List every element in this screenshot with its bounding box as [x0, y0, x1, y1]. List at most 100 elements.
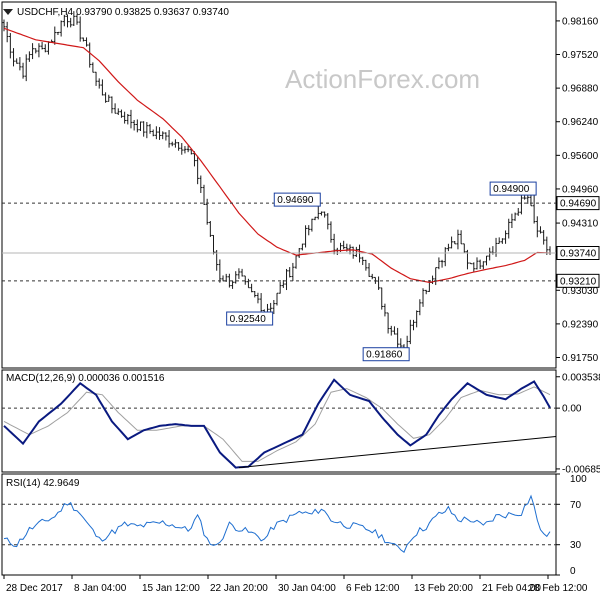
macd-frame: [1, 369, 557, 473]
level-axis-text: 0.93210: [560, 276, 597, 287]
price-bar: [320, 211, 323, 216]
price-bar: [126, 113, 130, 125]
price-bar: [294, 255, 298, 269]
annotation-0.94690: 0.94690: [273, 192, 321, 207]
price-bar: [56, 31, 60, 36]
price-bar: [523, 195, 527, 200]
price-bar: [129, 109, 133, 129]
rsi-y-tick-label: 0: [570, 566, 576, 577]
price-bar: [132, 119, 136, 131]
price-y-tick-label: 0.92390: [562, 319, 599, 330]
price-bar: [281, 280, 285, 288]
price-bar: [456, 229, 460, 250]
price-bar: [358, 244, 361, 263]
price-bar: [545, 236, 549, 255]
price-bar: [516, 207, 520, 216]
price-bar: [408, 319, 412, 345]
price-bar: [510, 213, 514, 229]
watermark: ActionForex.com: [285, 64, 480, 94]
price-bar: [66, 14, 69, 28]
price-bar: [177, 141, 180, 151]
price-bar: [288, 267, 292, 278]
x-tick-label: 6 Feb 12:00: [346, 583, 400, 594]
price-bar: [101, 79, 104, 96]
price-bar: [148, 123, 152, 134]
price-bar: [504, 230, 507, 244]
price-bar: [300, 243, 304, 251]
price-bar: [31, 43, 34, 60]
price-bar: [418, 299, 422, 316]
price-bar: [135, 119, 139, 133]
price-bar: [342, 240, 346, 250]
price-bar: [199, 175, 203, 193]
price-bar: [542, 230, 546, 245]
price-bar: [253, 291, 257, 298]
annotation-label: 0.94900: [493, 184, 530, 195]
annotation-0.91860: 0.91860: [362, 347, 410, 362]
price-bar: [447, 243, 450, 252]
annotation-0.94900: 0.94900: [489, 181, 537, 196]
price-bar: [361, 256, 365, 266]
header-symbol: USDCHF,H4: [17, 7, 74, 18]
price-bar: [81, 37, 85, 42]
dropdown-triangle-icon: [3, 9, 13, 15]
price-bar: [389, 325, 393, 336]
price-bar: [310, 218, 314, 232]
price-bar: [120, 109, 123, 118]
price-bar: [399, 338, 403, 348]
price-bar: [377, 276, 380, 290]
price-bar: [370, 273, 374, 280]
price-bar: [85, 37, 88, 47]
price-bar: [174, 139, 177, 148]
price-bar: [386, 312, 390, 334]
annotation-label: 0.94690: [277, 195, 314, 206]
rsi-title: RSI(14) 42.9649: [6, 478, 80, 489]
macd-panel: MACD(12,26,9) 0.000036 0.001516: [2, 373, 557, 469]
price-bar: [94, 71, 98, 86]
price-bar: [462, 243, 466, 253]
header-ohlc: 0.93790 0.93825 0.93637 0.93740: [76, 7, 229, 18]
price-bar: [69, 17, 73, 28]
price-bar: [186, 145, 190, 153]
price-bar: [8, 33, 12, 59]
price-bar: [21, 62, 25, 79]
macd-y-tick-label: 0.003538: [562, 372, 600, 383]
price-y-tick-label: 0.93030: [562, 286, 599, 297]
level-axis-text: 0.94690: [560, 199, 597, 210]
annotation-label: 0.91860: [366, 350, 403, 361]
price-bar: [183, 146, 187, 154]
rsi-frame: [1, 473, 557, 576]
rsi-y-tick-label: 30: [570, 540, 582, 551]
price-bar: [107, 94, 111, 102]
price-bar: [97, 78, 101, 89]
price-bar: [72, 11, 76, 27]
price-bar: [250, 283, 254, 293]
price-bar: [520, 192, 523, 215]
price-bar: [291, 262, 295, 282]
x-tick-label: 28 Dec 2017: [6, 583, 63, 594]
price-y-tick-label: 0.97520: [562, 50, 599, 61]
price-y-tick-label: 0.91750: [562, 353, 599, 364]
price-bar: [208, 220, 212, 237]
price-bar: [2, 19, 6, 32]
price-bar: [535, 216, 539, 238]
price-bar: [196, 155, 200, 185]
price-bar: [329, 221, 333, 243]
price-bar: [212, 234, 215, 255]
macd-title: MACD(12,26,9) 0.000036 0.001516: [6, 373, 165, 384]
price-bar: [240, 268, 244, 277]
rsi-line: [3, 494, 551, 553]
price-bar: [164, 132, 168, 141]
price-bar: [193, 151, 196, 167]
price-bar: [539, 226, 542, 234]
price-bar: [364, 259, 368, 271]
price-bar: [154, 126, 158, 140]
price-bar: [278, 281, 282, 294]
price-y-tick-label: 0.96880: [562, 84, 599, 95]
rsi-y-tick-label: 100: [570, 474, 587, 485]
price-bar: [285, 268, 288, 291]
price-bar: [485, 255, 488, 266]
price-bar: [91, 62, 95, 73]
price-bar: [488, 247, 492, 261]
